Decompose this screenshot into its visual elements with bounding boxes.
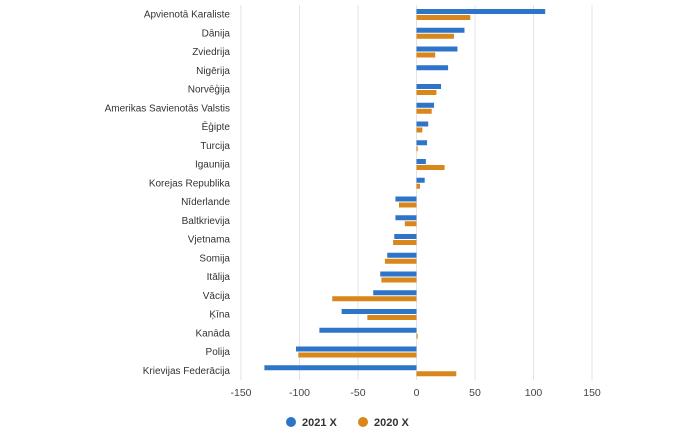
x-tick-label: 150: [583, 387, 601, 399]
legend-label: 2020 X: [374, 417, 410, 429]
bar-2021: [394, 234, 417, 239]
bar-2021: [264, 365, 417, 371]
bar-2020: [416, 165, 445, 170]
category-label: Nigērija: [196, 66, 230, 77]
bar-2021: [395, 196, 417, 202]
x-tick-label: 50: [469, 387, 481, 399]
bar-2020: [416, 127, 423, 133]
category-label: Dānija: [202, 28, 231, 39]
x-tick-labels: -150 -100 -50 0 50 100 150: [230, 387, 600, 399]
bar-2021: [416, 140, 428, 146]
category-label: Apvienotā Karaliste: [144, 10, 231, 21]
bar-2021: [395, 215, 417, 221]
category-label: Itālija: [207, 272, 231, 283]
category-label: Ēģipte: [202, 120, 231, 133]
category-labels: Apvienotā Karaliste Dānija Zviedrija Nigēri…: [105, 10, 231, 377]
bar-2020: [404, 221, 417, 227]
category-label: Korejas Republika: [149, 178, 231, 189]
category-label: Zviedrija: [192, 47, 230, 58]
bars: [264, 9, 546, 377]
bar-2020: [393, 240, 417, 245]
x-tick-label: -50: [350, 387, 365, 399]
category-label: Baltkrievija: [182, 216, 231, 227]
category-label: Somija: [199, 253, 230, 264]
bar-2020: [416, 33, 454, 39]
bar-2020: [416, 333, 418, 339]
bar-2020: [367, 315, 417, 320]
bar-2020: [381, 277, 417, 283]
bar-2021: [416, 46, 458, 52]
category-label: Igaunija: [195, 160, 230, 171]
category-label: Kanāda: [196, 328, 231, 339]
bar-2020: [398, 202, 417, 208]
x-tick-label: 100: [525, 387, 543, 399]
bar-2021: [416, 121, 429, 127]
x-tick-label: -100: [289, 387, 310, 399]
category-label: Vācija: [203, 291, 231, 302]
bar-2020: [416, 371, 457, 377]
legend-marker: [358, 417, 368, 427]
gridlines: [240, 5, 593, 380]
bar-2020: [416, 146, 418, 152]
bar-2020: [416, 90, 437, 95]
bar-2021: [416, 177, 425, 183]
bar-2020: [416, 183, 421, 189]
bar-2020: [416, 52, 436, 58]
bar-2021: [416, 84, 442, 89]
bar-2021: [373, 290, 417, 296]
bar-2020: [332, 296, 417, 302]
bar-2021: [380, 271, 417, 277]
bar-2020: [416, 15, 471, 20]
category-label: Vjetnama: [188, 235, 231, 246]
category-label: Turcija: [200, 141, 230, 152]
category-label: Krievijas Federācija: [143, 366, 231, 377]
bar-2020: [416, 108, 432, 114]
category-label: Norvēģija: [188, 83, 231, 96]
bar-2021: [295, 346, 417, 352]
category-label: Ķīna: [209, 310, 230, 321]
bar-2020: [384, 258, 417, 264]
legend-marker: [286, 417, 296, 427]
bar-2021: [387, 252, 417, 258]
category-label: Nīderlande: [181, 197, 230, 208]
legend: 2021 X 2020 X: [286, 417, 410, 429]
category-label: Polija: [206, 347, 231, 358]
x-tick-label: -150: [230, 387, 251, 399]
bar-2021: [416, 159, 426, 164]
bar-2021: [319, 327, 417, 333]
x-tick-label: 0: [414, 387, 420, 399]
category-label: Amerikas Savienotās Valstis: [105, 103, 230, 114]
bar-2021: [416, 102, 435, 108]
bar-2021: [416, 27, 465, 33]
legend-label: 2021 X: [302, 417, 338, 429]
bar-2021: [416, 65, 449, 71]
bar-2021: [341, 309, 417, 314]
bar-2021: [416, 9, 546, 14]
bar-2020: [298, 352, 417, 358]
